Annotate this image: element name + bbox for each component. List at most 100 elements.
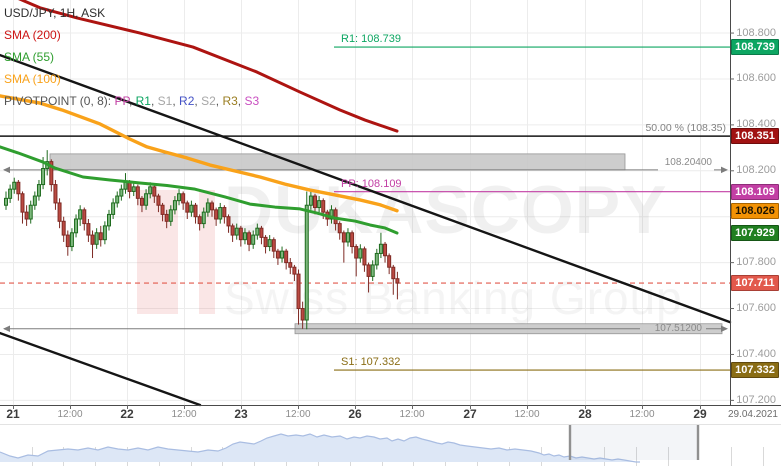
candle xyxy=(94,232,99,245)
price-tick-label: 107.200 xyxy=(736,393,776,406)
legend-separator: , xyxy=(128,94,133,108)
candle xyxy=(82,209,87,225)
candle xyxy=(374,252,379,266)
right-arrow-icon xyxy=(721,166,728,174)
legend-pivot-prefix: PIVOTPOINT (0, 8): xyxy=(4,94,112,108)
legend-sma200: SMA (200) xyxy=(4,28,61,42)
price-badge: 107.332 xyxy=(731,362,779,379)
candle xyxy=(391,266,396,280)
sma-line-sma100 xyxy=(0,94,399,213)
upper-trendline xyxy=(0,53,732,324)
candle xyxy=(288,262,293,268)
candle xyxy=(185,202,190,213)
candle xyxy=(36,184,41,197)
candle xyxy=(238,227,243,241)
legend-pivot-item: R2 xyxy=(179,94,195,108)
sma-line-sma55 xyxy=(0,145,399,235)
candle xyxy=(107,213,111,227)
navigator-window-handle[interactable] xyxy=(696,425,700,460)
price-tick-label: 107.600 xyxy=(736,302,776,315)
axis-date-label: 29.04.2021 xyxy=(727,409,778,420)
candle xyxy=(197,216,202,225)
left-arrow-icon xyxy=(3,325,10,332)
candle xyxy=(341,232,346,243)
pivot-label-pp: PP: 108.109 xyxy=(341,177,402,190)
candle xyxy=(41,168,46,186)
candle xyxy=(53,184,58,204)
right-arrow-icon xyxy=(721,325,728,332)
candle xyxy=(321,200,326,213)
price-badge: 107.929 xyxy=(731,225,779,241)
logo-square xyxy=(137,190,178,314)
candle xyxy=(259,227,264,238)
candle xyxy=(296,273,301,310)
candle xyxy=(168,209,173,222)
legend-separator: , xyxy=(172,94,176,108)
navigator-window-handle[interactable] xyxy=(568,425,572,460)
time-axis-label: 21 xyxy=(6,407,20,421)
time-axis-label: 23 xyxy=(234,407,248,421)
candle xyxy=(152,186,157,197)
price-tick-label: 107.400 xyxy=(736,347,776,360)
pivot-label-r1: R1: 108.739 xyxy=(341,33,401,46)
legend-pivot-item: R3 xyxy=(222,94,238,108)
time-axis-label: 12:00 xyxy=(629,409,655,420)
candle xyxy=(370,264,375,277)
navigator-layer xyxy=(0,424,781,466)
candle xyxy=(300,308,305,321)
candle xyxy=(181,193,186,204)
candle xyxy=(354,246,359,259)
candle xyxy=(164,213,169,222)
legend-pivot-item: S3 xyxy=(244,94,260,108)
legend-separator: , xyxy=(215,94,220,108)
navigator-line xyxy=(0,433,640,463)
legend-pivot-item: S1 xyxy=(157,94,173,108)
legend-separator: , xyxy=(150,94,155,108)
legend-sma100: SMA (100) xyxy=(4,72,61,86)
candle xyxy=(115,195,120,204)
price-badge: 108.739 xyxy=(731,39,779,56)
legend-pivot-items: PP, R1, S1, R2, S2, R3, S3 xyxy=(114,94,259,108)
candle xyxy=(201,211,206,225)
candle xyxy=(395,278,400,284)
candle xyxy=(226,216,231,227)
candle xyxy=(65,234,70,248)
navigator-window[interactable] xyxy=(570,425,698,460)
legend-pivot-item: S2 xyxy=(201,94,216,108)
time-axis-label: 26 xyxy=(348,407,362,421)
lower-trendline xyxy=(0,331,202,407)
candle xyxy=(214,209,219,220)
candle xyxy=(127,181,132,192)
legend-sma55: SMA (55) xyxy=(4,50,55,64)
candle xyxy=(61,220,66,236)
candle xyxy=(366,264,371,277)
navigator-area xyxy=(0,434,640,462)
price-badge: 108.109 xyxy=(731,183,779,200)
candle xyxy=(86,223,91,236)
pivot-label-s1: S1: 107.332 xyxy=(341,356,401,369)
left-arrow-icon xyxy=(3,166,10,174)
price-badge: 108.351 xyxy=(731,128,779,145)
candle xyxy=(317,200,322,209)
range-band xyxy=(49,153,626,171)
levels-layer xyxy=(0,46,730,371)
candle xyxy=(263,236,268,248)
candle xyxy=(304,204,309,321)
candle xyxy=(20,193,25,213)
candle xyxy=(119,188,124,197)
time-axis-label: 12:00 xyxy=(514,409,540,420)
sma-line-sma200 xyxy=(18,0,399,133)
price-badge: 108.026 xyxy=(731,202,779,219)
candle xyxy=(69,232,74,248)
price-tick-label: 108.800 xyxy=(736,26,776,39)
legend-pivot-row: PIVOTPOINT (0, 8): PP, R1, S1, R2, S2, R… xyxy=(4,90,259,112)
candle xyxy=(251,234,256,245)
watermark-title: DUKASCOPY xyxy=(224,172,668,248)
candle xyxy=(345,232,350,243)
candle xyxy=(16,181,21,195)
candle xyxy=(177,193,182,202)
candle xyxy=(255,227,260,236)
candle xyxy=(292,266,297,275)
candle xyxy=(378,243,383,254)
